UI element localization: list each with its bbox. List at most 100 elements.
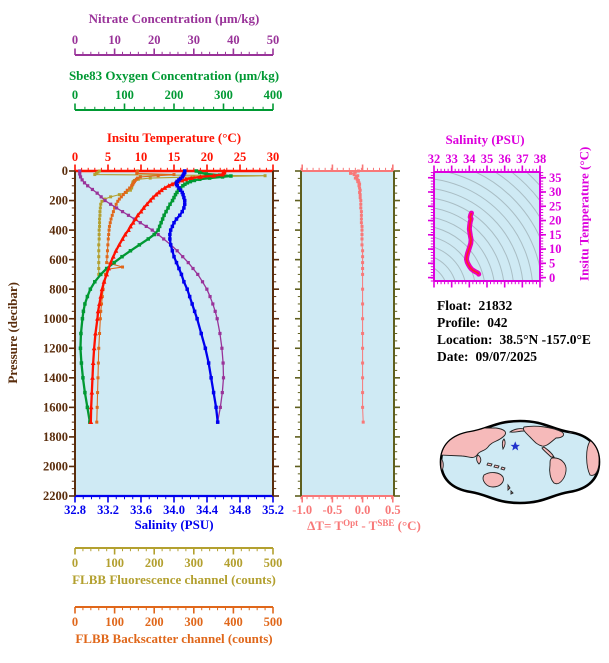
svg-text:-0.5: -0.5 xyxy=(323,503,343,517)
svg-text:1400: 1400 xyxy=(43,371,68,385)
svg-text:500: 500 xyxy=(264,556,283,570)
svg-text:5: 5 xyxy=(105,150,111,164)
backscatter-axis-title: FLBB Backscatter channel (counts) xyxy=(75,631,273,646)
svg-text:35.2: 35.2 xyxy=(262,503,284,517)
pressure-axis-right xyxy=(272,170,279,497)
world-map xyxy=(439,419,601,505)
svg-text:1000: 1000 xyxy=(43,312,68,326)
svg-text:0: 0 xyxy=(549,271,555,285)
float-value: 21832 xyxy=(478,298,513,313)
nitrate-axis-title: Nitrate Concentration (µm/kg) xyxy=(88,11,260,26)
svg-text:15: 15 xyxy=(549,228,562,242)
svg-text:400: 400 xyxy=(264,88,283,102)
delta-t-axis-title: ΔT= TOpt - TSBE (°C) xyxy=(286,518,442,533)
svg-text:20: 20 xyxy=(148,33,161,47)
main-profile-panel xyxy=(75,171,273,496)
float-info-block: Float: 21832 Profile: 042 Location: 38.5°N … xyxy=(437,298,591,366)
salinity-axis-title: Salinity (PSU) xyxy=(134,517,214,532)
ts-salinity-axis-title: Salinity (PSU) xyxy=(445,132,525,147)
svg-text:200: 200 xyxy=(145,615,164,629)
location-label: Location: xyxy=(437,332,493,347)
nitrate-axis: 0 10 20 30 40 50 xyxy=(72,33,280,56)
svg-text:34.4: 34.4 xyxy=(196,503,219,517)
map-india xyxy=(476,454,482,465)
svg-text:33.2: 33.2 xyxy=(97,503,119,517)
svg-text:1200: 1200 xyxy=(43,341,68,355)
svg-text:400: 400 xyxy=(49,223,68,237)
svg-text:35: 35 xyxy=(481,152,494,166)
backscatter-axis: 0 100 200 300 400 500 xyxy=(72,606,283,629)
location-line: Location: 38.5°N -157.0°E xyxy=(437,332,591,348)
location-star-icon xyxy=(510,441,521,451)
temperature-axis: 0 5 10 15 20 25 30 xyxy=(72,150,280,173)
salinity-axis: 32.8 33.2 33.6 34.0 34.4 34.8 35.2 xyxy=(64,494,284,517)
svg-text:10: 10 xyxy=(108,33,121,47)
ts-curve-inner xyxy=(465,212,480,275)
delta-t-sup-sbe: SBE xyxy=(377,518,395,528)
svg-text:30: 30 xyxy=(549,185,562,199)
map-north-america xyxy=(523,425,565,447)
profile-line: Profile: 042 xyxy=(437,315,591,331)
oxygen-axis-title: Sbe83 Oxygen Concentration (µm/kg) xyxy=(68,68,280,83)
float-id-line: Float: 21832 xyxy=(437,298,591,314)
map-alaska xyxy=(508,428,525,433)
map-new-zealand xyxy=(507,483,514,495)
svg-text:0: 0 xyxy=(72,88,78,102)
svg-text:25: 25 xyxy=(234,150,247,164)
svg-text:500: 500 xyxy=(264,615,283,629)
ts-temperature-axis-label: Insitu Temperature (°C) xyxy=(576,146,592,281)
profile-label: Profile: xyxy=(437,315,481,330)
map-japan xyxy=(501,438,506,451)
nitrate-profile-curve xyxy=(78,169,226,424)
svg-text:-1.0: -1.0 xyxy=(292,503,312,517)
svg-text:50: 50 xyxy=(267,33,280,47)
location-value: 38.5°N -157.0°E xyxy=(499,332,591,347)
svg-text:34.0: 34.0 xyxy=(163,503,185,517)
oxygen-axis: 0 100 200 300 400 xyxy=(72,88,283,111)
delta-t-sup-opt: Opt xyxy=(343,518,359,528)
svg-text:200: 200 xyxy=(165,88,184,102)
svg-text:300: 300 xyxy=(184,556,203,570)
svg-text:0: 0 xyxy=(72,150,78,164)
svg-text:0: 0 xyxy=(72,615,78,629)
svg-text:38: 38 xyxy=(534,152,547,166)
delta-t-curve xyxy=(349,169,365,424)
map-australia xyxy=(482,472,504,488)
svg-text:1800: 1800 xyxy=(43,430,68,444)
svg-text:33.6: 33.6 xyxy=(130,503,152,517)
svg-text:30: 30 xyxy=(267,150,280,164)
svg-text:32: 32 xyxy=(428,152,441,166)
svg-text:37: 37 xyxy=(516,152,529,166)
svg-text:25: 25 xyxy=(549,199,562,213)
svg-text:2000: 2000 xyxy=(43,460,68,474)
fluorescence-axis: 0 100 200 300 400 500 xyxy=(72,547,283,570)
svg-text:800: 800 xyxy=(49,282,68,296)
svg-text:5: 5 xyxy=(549,257,555,271)
delta-t-title-part: ΔT= T xyxy=(307,518,344,533)
pressure-axis-label: Pressure (decibar) xyxy=(5,281,21,384)
delta-t-title-part: (°C) xyxy=(394,518,421,533)
svg-text:15: 15 xyxy=(168,150,181,164)
temperature-profile-curve xyxy=(88,168,227,425)
svg-text:300: 300 xyxy=(184,615,203,629)
map-central-america xyxy=(541,446,555,458)
temperature-axis-title: Insitu Temperature (°C) xyxy=(106,130,242,145)
svg-text:33: 33 xyxy=(445,152,458,166)
delta-t-title-part: - T xyxy=(358,518,378,533)
svg-text:0.0: 0.0 xyxy=(355,503,371,517)
float-label: Float: xyxy=(437,298,472,313)
svg-text:40: 40 xyxy=(227,33,240,47)
profile-value: 042 xyxy=(487,315,508,330)
backscatter-profile-curve xyxy=(95,169,176,424)
svg-text:32.8: 32.8 xyxy=(64,503,86,517)
svg-text:200: 200 xyxy=(145,556,164,570)
svg-text:400: 400 xyxy=(224,556,243,570)
salinity-profile-curve xyxy=(168,169,220,424)
svg-text:34: 34 xyxy=(463,152,476,166)
svg-text:0: 0 xyxy=(72,556,78,570)
map-indonesia xyxy=(486,462,506,471)
svg-text:10: 10 xyxy=(135,150,148,164)
